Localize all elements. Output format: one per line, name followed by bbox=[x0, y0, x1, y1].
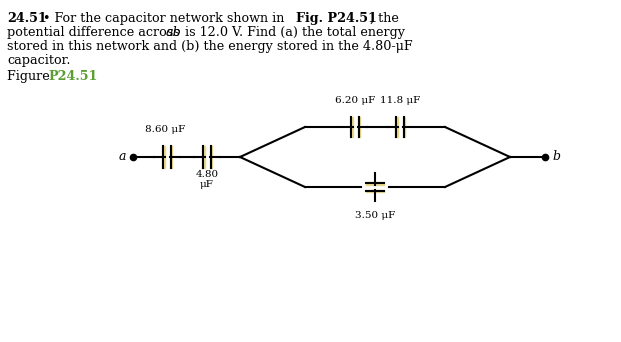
Text: , the: , the bbox=[370, 12, 399, 25]
Text: Figure: Figure bbox=[7, 70, 54, 83]
Text: b: b bbox=[552, 150, 560, 163]
Text: ab: ab bbox=[166, 26, 182, 39]
Text: potential difference across: potential difference across bbox=[7, 26, 184, 39]
Text: Fig. P24.51: Fig. P24.51 bbox=[296, 12, 377, 25]
Text: 3.50 μF: 3.50 μF bbox=[355, 211, 395, 220]
Text: 6.20 μF: 6.20 μF bbox=[335, 96, 375, 105]
Text: 8.60 μF: 8.60 μF bbox=[145, 125, 185, 134]
Text: a: a bbox=[119, 150, 126, 163]
Text: 11.8 μF: 11.8 μF bbox=[380, 96, 420, 105]
Text: μF: μF bbox=[200, 180, 214, 189]
Text: capacitor.: capacitor. bbox=[7, 54, 71, 67]
Text: 4.80: 4.80 bbox=[196, 170, 219, 179]
Text: is 12.0 V. Find (a) the total energy: is 12.0 V. Find (a) the total energy bbox=[181, 26, 405, 39]
Text: • For the capacitor network shown in: • For the capacitor network shown in bbox=[43, 12, 288, 25]
Text: P24.51: P24.51 bbox=[48, 70, 97, 83]
Text: stored in this network and (b) the energy stored in the 4.80-μF: stored in this network and (b) the energ… bbox=[7, 40, 412, 53]
Text: 24.51: 24.51 bbox=[7, 12, 47, 25]
